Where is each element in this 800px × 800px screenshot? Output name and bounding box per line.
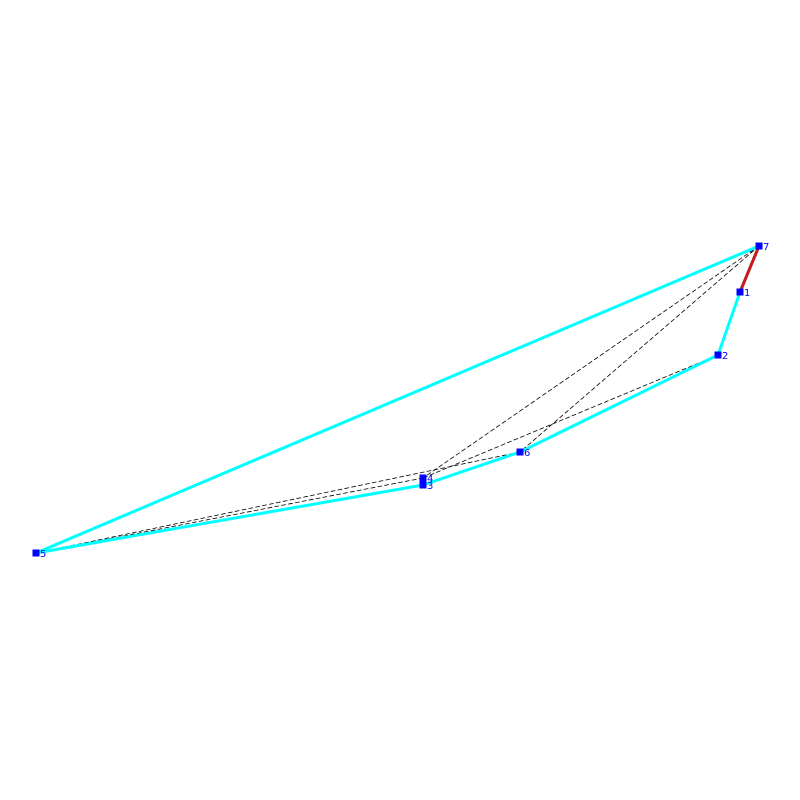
- node-layer: 1 2 34 5 6 7: [32, 242, 769, 560]
- node-4: 4: [419, 474, 433, 485]
- hull-edge-layer: [34, 244, 761, 555]
- diagonal-7-4: [422, 245, 760, 479]
- hull-edge-3-5: [34, 483, 425, 555]
- node-7: 7: [755, 242, 769, 253]
- node-5: 5: [32, 549, 46, 560]
- node-label-3: 3: [427, 481, 433, 492]
- hull-edge-5-7: [34, 244, 761, 555]
- diagonal-7-6: [519, 245, 760, 453]
- diagonal-6-5: [35, 451, 521, 554]
- diagonal-layer: [35, 245, 760, 554]
- node-marker-6: [516, 448, 524, 456]
- node-label-1: 1: [744, 288, 750, 299]
- node-marker-2: [714, 351, 722, 359]
- node-1: 1: [736, 288, 750, 299]
- node-marker-3: [419, 481, 427, 489]
- node-label-5: 5: [40, 549, 46, 560]
- node-label-2: 2: [722, 351, 728, 362]
- highlight-edge-layer: [738, 244, 761, 294]
- highlight-edge-7-1: [738, 244, 761, 294]
- node-label-7: 7: [763, 242, 769, 253]
- node-2: 2: [714, 351, 728, 362]
- node-marker-1: [736, 288, 744, 296]
- node-marker-4: [419, 474, 427, 482]
- hull-edge-2-6: [518, 353, 720, 454]
- node-label-4: 4: [427, 474, 433, 485]
- node-6: 6: [516, 448, 530, 459]
- node-3: 3: [419, 481, 433, 492]
- hull-edge-6-3: [421, 450, 522, 487]
- node-label-6: 6: [524, 448, 530, 459]
- hull-edge-1-2: [716, 290, 742, 357]
- diagonal-4-5: [35, 477, 424, 554]
- node-marker-5: [32, 549, 40, 557]
- node-marker-7: [755, 242, 763, 250]
- diagonal-2-4: [422, 354, 719, 479]
